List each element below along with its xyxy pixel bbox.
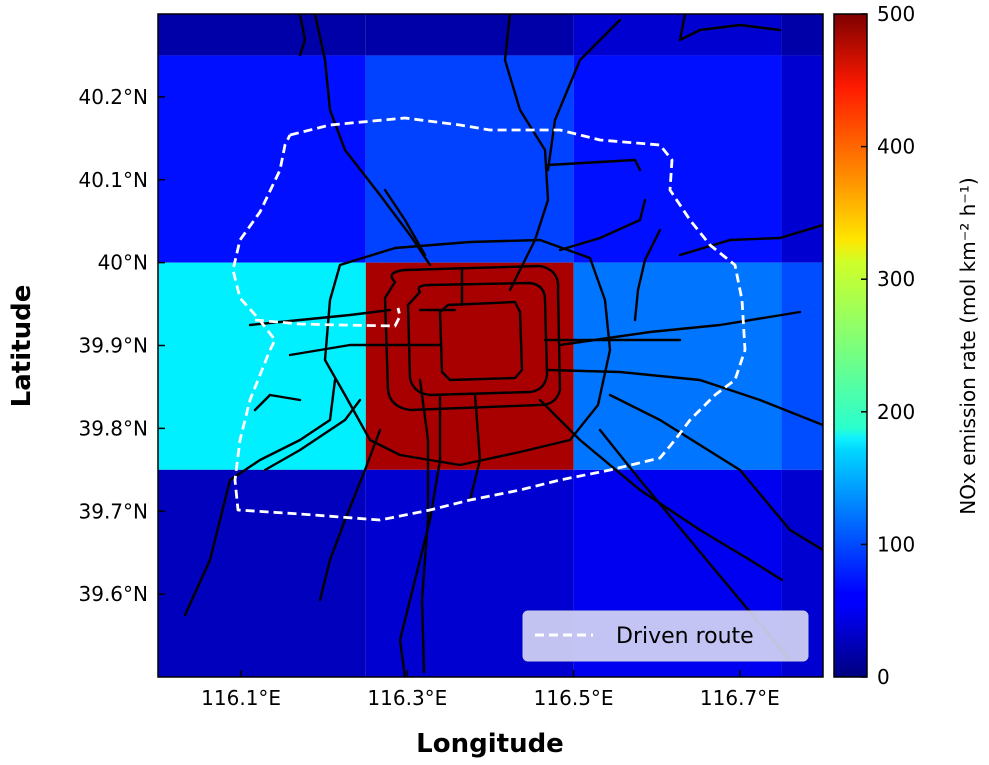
road-5th-ring xyxy=(323,238,612,467)
road-east-4 xyxy=(608,393,823,552)
x-axis-title: Longitude xyxy=(416,729,564,759)
road-4th-ring xyxy=(383,264,562,412)
road-east-2 xyxy=(558,310,802,347)
road-east-5 xyxy=(678,223,823,257)
road-south-3 xyxy=(468,393,482,502)
legend: Driven route xyxy=(522,610,809,662)
y-tick-label: 40.2°N xyxy=(79,85,149,109)
emission-cell xyxy=(573,262,782,470)
road-west-1 xyxy=(288,343,442,357)
y-axis-title: Latitude xyxy=(7,285,37,408)
colorbar-tick-label: 200 xyxy=(877,400,915,424)
y-tick-label: 39.7°N xyxy=(79,499,149,523)
colorbar-tick-label: 100 xyxy=(877,532,915,556)
emission-cell xyxy=(158,14,366,56)
road-west-4 xyxy=(263,398,362,472)
legend-box xyxy=(522,610,809,662)
road-north-2 xyxy=(298,14,307,57)
road-northeast-2 xyxy=(546,158,642,172)
colorbar-title: NOx emission rate (mol km⁻² h⁻¹) xyxy=(956,177,980,514)
road-northeast-5 xyxy=(633,228,662,322)
road-network xyxy=(183,14,823,677)
y-tick-label: 40°N xyxy=(98,251,148,275)
emission-grid xyxy=(158,14,823,677)
road-2nd-ring xyxy=(438,300,524,382)
emission-cell xyxy=(781,262,823,470)
emission-cell xyxy=(365,55,574,263)
road-south-2 xyxy=(398,393,442,677)
road-south-1 xyxy=(418,378,430,674)
y-tick-label: 40.1°N xyxy=(79,168,149,192)
x-tick-label: 116.5°E xyxy=(534,686,614,710)
y-axis-ticks: 40.2°N 40.1°N 40°N 39.9°N 39.8°N 39.7°N 39.6°N xyxy=(79,85,165,606)
road-east-3 xyxy=(546,368,823,427)
emission-cell xyxy=(365,14,574,56)
colorbar-gradient xyxy=(833,13,868,678)
colorbar-tick-label: 0 xyxy=(877,665,890,689)
road-north-4 xyxy=(503,14,550,292)
colorbar-tick-label: 400 xyxy=(877,135,915,159)
road-3rd-ring xyxy=(406,281,549,397)
y-tick-label: 39.9°N xyxy=(79,334,149,358)
colorbar-tick-label: 500 xyxy=(877,2,915,26)
y-tick-label: 39.8°N xyxy=(79,416,149,440)
x-tick-label: 116.1°E xyxy=(201,686,281,710)
road-west-3 xyxy=(183,378,337,617)
emission-cell xyxy=(158,469,366,677)
road-north-3 xyxy=(383,188,427,257)
colorbar-tick-label: 300 xyxy=(877,267,915,291)
emission-cell xyxy=(365,262,574,470)
emission-cell xyxy=(158,55,366,263)
road-north-1 xyxy=(313,14,432,267)
road-northeast-1 xyxy=(546,18,622,172)
driven-route xyxy=(231,116,747,522)
x-tick-label: 116.7°E xyxy=(700,686,780,710)
x-tick-label: 116.3°E xyxy=(367,686,447,710)
emission-cell xyxy=(158,262,366,470)
road-southwest-1 xyxy=(318,428,382,602)
road-northeast-3 xyxy=(558,198,647,252)
emission-cell xyxy=(781,14,823,56)
legend-route-label: Driven route xyxy=(616,624,754,649)
x-axis-ticks: 116.1°E 116.3°E 116.5°E 116.7°E xyxy=(201,670,780,710)
colorbar: 0 100 200 300 400 500 NOx emission rate (mol … xyxy=(833,2,980,689)
road-northeast-4 xyxy=(678,14,782,42)
road-west-5 xyxy=(253,393,302,412)
road-southeast-1 xyxy=(538,398,784,582)
emission-cell xyxy=(573,55,782,263)
y-tick-label: 39.6°N xyxy=(79,582,149,606)
emission-cell xyxy=(573,14,782,56)
colorbar-ticks: 0 100 200 300 400 500 xyxy=(861,2,915,689)
